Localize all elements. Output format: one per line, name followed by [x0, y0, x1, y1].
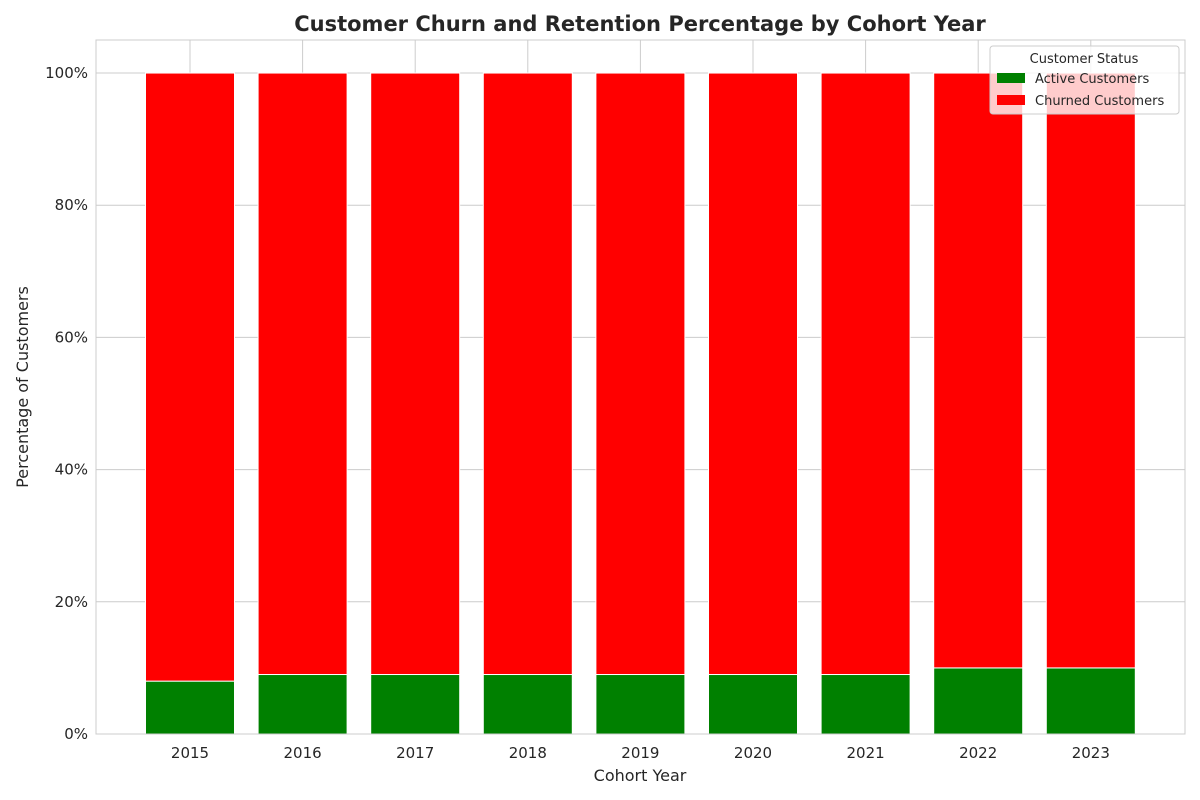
y-tick-label: 80%: [55, 196, 88, 214]
bar-churned-2015: [145, 72, 235, 682]
bar-active-2020: [708, 674, 798, 735]
x-tick-label: 2020: [734, 744, 772, 762]
y-tick-label: 40%: [55, 461, 88, 479]
x-tick-label: 2016: [284, 744, 322, 762]
x-tick-label: 2021: [847, 744, 885, 762]
bar-churned-2019: [595, 72, 686, 676]
y-tick-label: 60%: [55, 328, 88, 346]
bar-active-2019: [595, 674, 686, 735]
bar-churned-2017: [370, 72, 461, 676]
x-tick-label: 2019: [621, 744, 659, 762]
bar-active-2022: [933, 667, 1024, 735]
legend-swatch-active: [997, 73, 1025, 83]
bar-churned-2021: [820, 72, 911, 676]
legend-title: Customer Status: [1030, 52, 1139, 67]
bar-churned-2022: [933, 72, 1024, 669]
y-tick-labels: 0% 20% 40% 60% 80% 100%: [45, 64, 88, 743]
bar-churned-2018: [482, 72, 573, 676]
x-axis-label: Cohort Year: [594, 766, 687, 785]
x-tick-label: 2023: [1072, 744, 1110, 762]
legend-swatch-churned: [997, 95, 1025, 105]
bars: [145, 72, 1136, 735]
bar-active-2017: [370, 674, 461, 735]
bar-active-2015: [145, 680, 235, 735]
bar-churned-2020: [708, 72, 798, 676]
x-tick-label: 2017: [396, 744, 434, 762]
plot-frame: [95, 39, 1186, 735]
x-tick-label: 2015: [171, 744, 209, 762]
y-axis-label: Percentage of Customers: [13, 286, 32, 488]
legend-box: [989, 45, 1180, 115]
legend-label-churned: Churned Customers: [1035, 94, 1164, 109]
legend-label-active: Active Customers: [1035, 72, 1149, 87]
chart-title: Customer Churn and Retention Percentage …: [294, 12, 986, 36]
bar-active-2016: [257, 674, 348, 735]
bar-active-2021: [820, 674, 911, 735]
legend: Customer Status Active Customers Churned…: [989, 45, 1180, 115]
x-tick-labels: 2015 2016 2017 2018 2019 2020 2021 2022 2023: [171, 744, 1110, 762]
bar-active-2023: [1045, 667, 1136, 735]
y-tick-label: 20%: [55, 593, 88, 611]
bar-active-2018: [482, 674, 573, 735]
y-tick-label: 100%: [45, 64, 88, 82]
y-tick-label: 0%: [64, 725, 88, 743]
x-tick-label: 2018: [509, 744, 547, 762]
bar-churned-2016: [257, 72, 348, 676]
bar-churned-2023: [1045, 72, 1136, 669]
x-tick-label: 2022: [959, 744, 997, 762]
